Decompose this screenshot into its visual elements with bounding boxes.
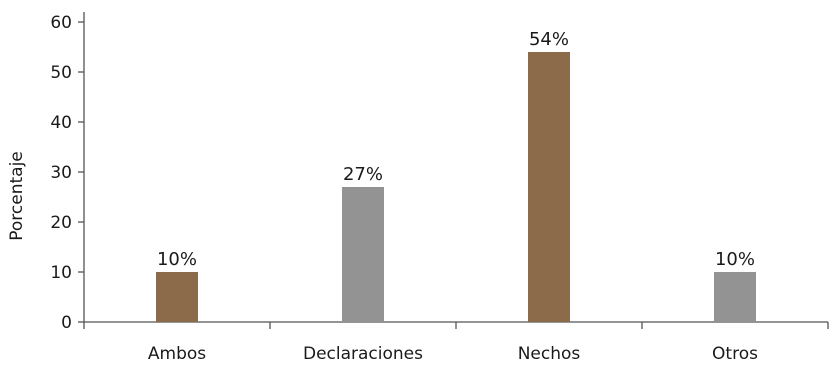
y-tick-label: 50: [50, 63, 72, 83]
category-label-otros: Otros: [712, 344, 758, 364]
bar-ambos: [156, 272, 198, 322]
x-axis: Ambos Declaraciones Nechos Otros: [83, 321, 829, 364]
category-label-declaraciones: Declaraciones: [303, 344, 423, 364]
data-label-nechos: 54%: [529, 29, 569, 50]
category-label-ambos: Ambos: [148, 344, 206, 364]
bar-declaraciones: [342, 187, 384, 322]
y-tick-label: 40: [50, 113, 72, 133]
bars: [156, 52, 756, 322]
y-tick-label: 20: [50, 213, 72, 233]
data-label-otros: 10%: [715, 249, 755, 270]
y-tick-label: 0: [61, 313, 72, 333]
data-label-declaraciones: 27%: [343, 164, 383, 185]
category-label-nechos: Nechos: [518, 344, 581, 364]
y-tick-label: 60: [50, 13, 72, 33]
bar-nechos: [528, 52, 570, 322]
data-labels: 10% 27% 54% 10%: [157, 29, 755, 270]
bar-otros: [714, 272, 756, 322]
y-tick-label: 10: [50, 263, 72, 283]
y-axis: 0 10 20 30 40 50 60: [50, 12, 85, 333]
y-axis-title: Porcentaje: [7, 151, 27, 241]
data-label-ambos: 10%: [157, 249, 197, 270]
y-tick-label: 30: [50, 163, 72, 183]
